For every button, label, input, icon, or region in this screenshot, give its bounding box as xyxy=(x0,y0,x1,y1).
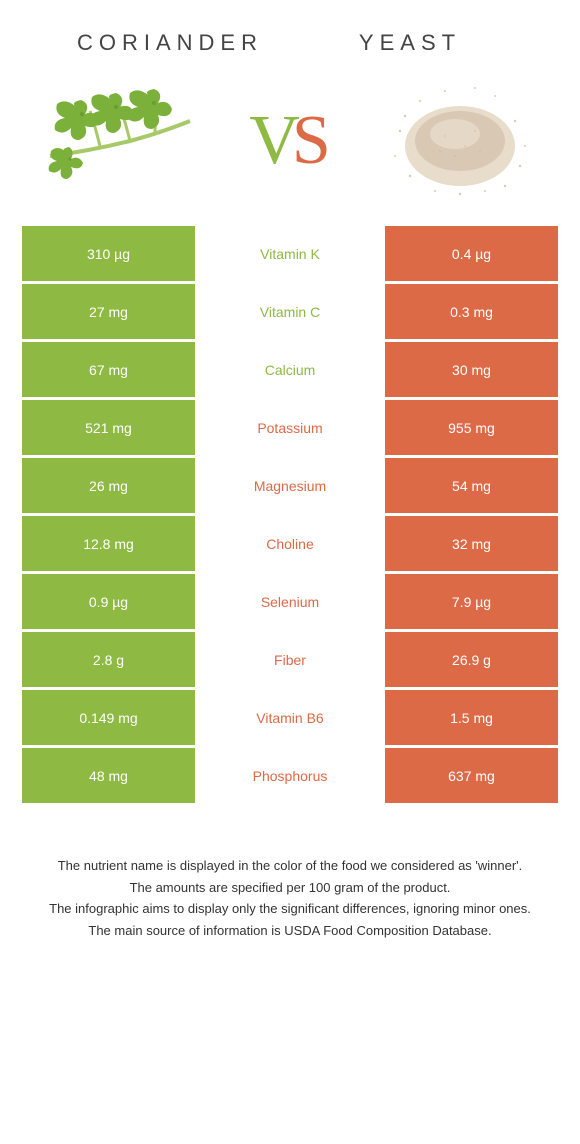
right-value: 0.3 mg xyxy=(385,284,558,339)
infographic-container: CORIANDER YEAST xyxy=(0,0,580,982)
nutrient-row: 27 mgVitamin C0.3 mg xyxy=(22,284,558,339)
coriander-icon xyxy=(40,81,200,201)
footer-line-4: The main source of information is USDA F… xyxy=(40,921,540,941)
right-value: 1.5 mg xyxy=(385,690,558,745)
left-value: 521 mg xyxy=(22,400,195,455)
nutrient-name: Selenium xyxy=(195,574,385,629)
nutrient-row: 48 mgPhosphorus637 mg xyxy=(22,748,558,803)
left-food-title: CORIANDER xyxy=(50,30,290,56)
right-food-title: YEAST xyxy=(290,30,530,56)
footer-line-2: The amounts are specified per 100 gram o… xyxy=(40,878,540,898)
nutrient-name: Vitamin C xyxy=(195,284,385,339)
left-value: 2.8 g xyxy=(22,632,195,687)
nutrient-name: Calcium xyxy=(195,342,385,397)
vs-label: V S xyxy=(249,101,331,181)
right-value: 637 mg xyxy=(385,748,558,803)
yeast-illustration xyxy=(380,76,540,206)
vs-s-letter: S xyxy=(292,101,331,181)
nutrient-row: 521 mgPotassium955 mg xyxy=(22,400,558,455)
left-value: 67 mg xyxy=(22,342,195,397)
footer-notes: The nutrient name is displayed in the co… xyxy=(20,806,560,962)
footer-line-3: The infographic aims to display only the… xyxy=(40,899,540,919)
right-value: 7.9 µg xyxy=(385,574,558,629)
nutrient-row: 0.149 mgVitamin B61.5 mg xyxy=(22,690,558,745)
left-value: 48 mg xyxy=(22,748,195,803)
right-value: 32 mg xyxy=(385,516,558,571)
left-value: 26 mg xyxy=(22,458,195,513)
nutrient-table: 310 µgVitamin K0.4 µg27 mgVitamin C0.3 m… xyxy=(20,226,560,803)
nutrient-name: Fiber xyxy=(195,632,385,687)
header-row: CORIANDER YEAST xyxy=(20,30,560,76)
yeast-icon xyxy=(385,76,535,206)
coriander-illustration xyxy=(40,76,200,206)
nutrient-row: 26 mgMagnesium54 mg xyxy=(22,458,558,513)
nutrient-name: Vitamin B6 xyxy=(195,690,385,745)
right-value: 26.9 g xyxy=(385,632,558,687)
nutrient-name: Choline xyxy=(195,516,385,571)
left-value: 0.9 µg xyxy=(22,574,195,629)
nutrient-row: 67 mgCalcium30 mg xyxy=(22,342,558,397)
right-value: 30 mg xyxy=(385,342,558,397)
nutrient-name: Potassium xyxy=(195,400,385,455)
right-value: 0.4 µg xyxy=(385,226,558,281)
nutrient-name: Vitamin K xyxy=(195,226,385,281)
left-value: 12.8 mg xyxy=(22,516,195,571)
right-value: 54 mg xyxy=(385,458,558,513)
nutrient-name: Magnesium xyxy=(195,458,385,513)
left-value: 0.149 mg xyxy=(22,690,195,745)
vs-row: V S xyxy=(20,76,560,226)
nutrient-row: 12.8 mgCholine32 mg xyxy=(22,516,558,571)
right-value: 955 mg xyxy=(385,400,558,455)
left-value: 310 µg xyxy=(22,226,195,281)
left-value: 27 mg xyxy=(22,284,195,339)
nutrient-row: 0.9 µgSelenium7.9 µg xyxy=(22,574,558,629)
nutrient-row: 310 µgVitamin K0.4 µg xyxy=(22,226,558,281)
footer-line-1: The nutrient name is displayed in the co… xyxy=(40,856,540,876)
nutrient-row: 2.8 gFiber26.9 g xyxy=(22,632,558,687)
nutrient-name: Phosphorus xyxy=(195,748,385,803)
